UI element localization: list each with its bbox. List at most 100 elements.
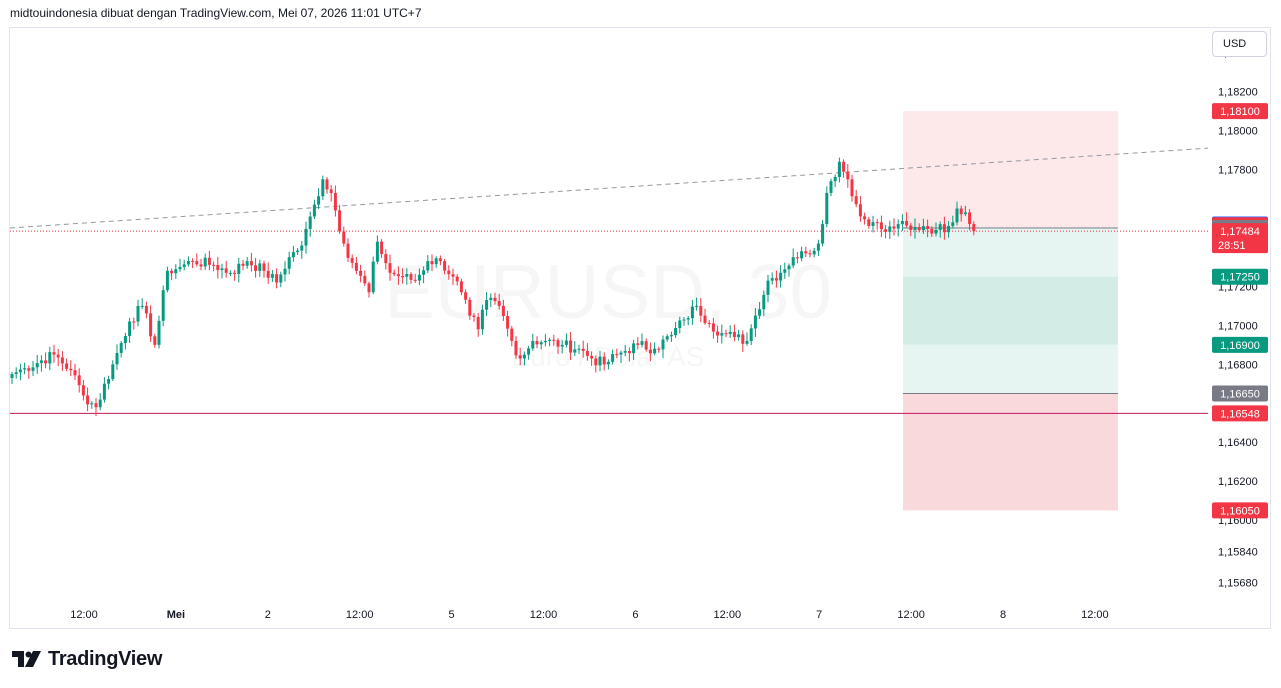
- candle-body: [703, 315, 707, 323]
- candle-body: [501, 305, 505, 316]
- y-tick-label: 1,18200: [1218, 87, 1258, 99]
- price-label-text: 1,16548: [1220, 408, 1260, 420]
- candle-body: [896, 224, 900, 229]
- candle-body: [375, 241, 379, 262]
- y-tick-label: 1,17800: [1218, 165, 1258, 177]
- candle-body: [581, 348, 585, 351]
- candle-body: [69, 368, 73, 371]
- candle-body: [10, 374, 14, 378]
- candle-body: [602, 356, 606, 365]
- candle-body: [606, 361, 610, 365]
- candle-body: [934, 229, 938, 234]
- price-label-bg: [1212, 385, 1268, 402]
- candle-body: [304, 228, 308, 246]
- candle-body: [753, 315, 757, 329]
- candle-body: [300, 245, 304, 251]
- candle-body: [392, 272, 396, 275]
- price-label-text: 1,18100: [1220, 106, 1260, 118]
- candle-body: [178, 266, 182, 270]
- currency-button[interactable]: USD: [1212, 31, 1267, 57]
- candle-body: [275, 274, 279, 283]
- candle-body: [905, 221, 909, 226]
- candle-body: [808, 253, 812, 255]
- candle-body: [930, 228, 934, 234]
- candle-body: [107, 379, 111, 384]
- candle-body: [518, 355, 522, 359]
- candle-body: [153, 336, 157, 345]
- candle-body: [867, 219, 871, 226]
- candle-body: [472, 315, 476, 317]
- candle-body: [774, 278, 778, 281]
- candle-body: [888, 226, 892, 232]
- candle-body: [39, 360, 43, 364]
- candle-body: [854, 196, 858, 205]
- candle-body: [27, 368, 31, 371]
- candle-body: [938, 224, 942, 230]
- candle-body: [535, 340, 539, 345]
- tradingview-brand[interactable]: TradingView: [12, 646, 162, 672]
- candle-body: [161, 290, 165, 321]
- candle-body: [510, 328, 514, 341]
- candle-body: [44, 360, 48, 364]
- candle-body: [312, 204, 316, 217]
- candle-body: [758, 309, 762, 316]
- candle-body: [321, 179, 325, 197]
- candle-body: [329, 189, 333, 193]
- candle-body: [732, 331, 736, 338]
- candle-body: [220, 268, 224, 271]
- position-zone-risk: [903, 393, 1118, 511]
- y-tick-label: 1,17000: [1218, 320, 1258, 332]
- candle-body: [325, 179, 329, 190]
- candle-body: [926, 226, 930, 229]
- candle-body: [165, 270, 169, 291]
- price-labels: 1,181001,175181,175141,175001,1748428:51…: [1212, 103, 1268, 519]
- candle-body: [829, 181, 833, 193]
- price-label-bg: [1212, 336, 1268, 353]
- candle-body: [111, 364, 115, 380]
- candle-body: [434, 258, 438, 265]
- candle-body: [632, 343, 636, 354]
- candle-body: [636, 343, 640, 345]
- price-label-bg: [1212, 502, 1268, 519]
- y-tick-label: 1,16400: [1218, 437, 1258, 449]
- position-zone-target-3: [903, 344, 1118, 394]
- candle-body: [917, 227, 921, 231]
- candle-body: [644, 341, 648, 350]
- candle-body: [149, 313, 153, 337]
- candle-body: [837, 161, 841, 178]
- candle-body: [157, 320, 161, 345]
- candle-body: [564, 340, 568, 345]
- candles: [10, 157, 976, 416]
- candle-body: [921, 226, 925, 231]
- candle-body: [816, 243, 820, 251]
- candle-body: [464, 292, 468, 300]
- tradingview-logo-icon: [12, 651, 41, 667]
- candle-body: [863, 216, 867, 220]
- candle-body: [871, 222, 875, 226]
- candle-body: [711, 323, 715, 332]
- candle-body: [812, 250, 816, 255]
- candle-body: [884, 229, 888, 232]
- candle-body: [707, 322, 711, 324]
- candle-body: [900, 221, 904, 225]
- price-label: 1,16050: [1212, 502, 1268, 519]
- candle-body: [648, 349, 652, 354]
- candle-body: [766, 280, 770, 295]
- candle-body: [770, 278, 774, 281]
- candle-body: [825, 192, 829, 225]
- candle-body: [611, 354, 615, 362]
- trendline: [10, 147, 1208, 229]
- candle-body: [203, 257, 207, 267]
- price-countdown: 28:51: [1218, 240, 1246, 252]
- candle-body: [724, 333, 728, 335]
- x-tick-label: 6: [632, 609, 638, 621]
- candle-body: [741, 334, 745, 344]
- candle-body: [682, 319, 686, 321]
- candle-body: [947, 226, 951, 233]
- candle-body: [459, 281, 463, 293]
- candle-body: [422, 270, 426, 275]
- price-label-text: 1,16050: [1220, 505, 1260, 517]
- candle-body: [245, 261, 249, 266]
- candle-body: [354, 262, 358, 271]
